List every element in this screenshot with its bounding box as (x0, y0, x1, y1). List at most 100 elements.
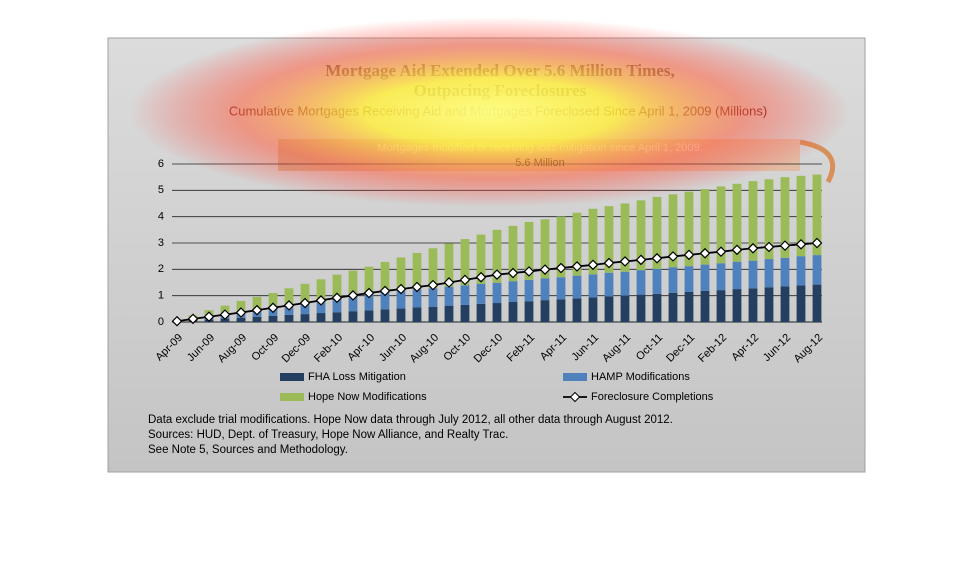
bar-segment (492, 282, 502, 304)
bar-segment (396, 257, 406, 291)
line-marker (299, 297, 311, 309)
bar-segment (636, 294, 646, 322)
line-marker (171, 315, 183, 327)
line-marker (507, 267, 519, 279)
line-marker (715, 246, 727, 258)
legend-label: Foreclosure Completions (591, 391, 714, 403)
bar-segment (348, 311, 358, 322)
bar-segment (556, 299, 566, 322)
bar-segment (668, 267, 678, 293)
note: Sources: HUD, Dept. of Treasury, Hope No… (148, 429, 508, 441)
bar-segment (748, 288, 758, 322)
bar-segment (588, 297, 598, 322)
bar-segment (780, 257, 790, 287)
bar-segment (796, 256, 806, 286)
bar-segment (284, 288, 294, 304)
bar-segment (220, 318, 230, 322)
line-marker (475, 271, 487, 283)
line-marker (523, 266, 535, 277)
bar-segment (332, 312, 342, 322)
bar-segment (604, 206, 614, 273)
line-marker (555, 262, 567, 274)
bar-segment (556, 277, 566, 300)
bar-segment (764, 259, 774, 288)
bar-segment (604, 296, 614, 322)
note: Data exclude trial modifications. Hope N… (148, 414, 673, 426)
bar-segment (636, 200, 646, 271)
bar-segment (764, 287, 774, 322)
bar-segment (540, 278, 550, 301)
bar-segment (252, 296, 262, 309)
bar-segment (732, 261, 742, 290)
bar-segment (476, 303, 486, 322)
bar-segment (428, 288, 438, 307)
bar-segment (540, 300, 550, 322)
bar-segment (620, 203, 630, 272)
y-tick-label: 1 (158, 290, 164, 302)
bar-segment (524, 279, 534, 302)
line-marker (571, 261, 583, 272)
bar-segment (508, 225, 518, 282)
line-marker (235, 307, 247, 318)
bar-segment (700, 189, 710, 265)
line-marker (315, 295, 327, 306)
bar-segment (700, 290, 710, 322)
line-marker (635, 254, 647, 266)
bar-segment (332, 274, 342, 297)
bar-segment (444, 286, 454, 306)
line-marker (747, 242, 759, 254)
y-tick-label: 6 (158, 158, 164, 170)
y-tick-label: 2 (158, 263, 164, 275)
bar-segment (300, 314, 310, 322)
bar-segment (572, 275, 582, 299)
legend-label: Hope Now Modifications (308, 391, 427, 403)
bar-segment (556, 216, 566, 278)
line-marker (443, 277, 455, 288)
line-marker (699, 247, 711, 259)
line-marker (619, 256, 631, 267)
bar-segment (396, 290, 406, 309)
line-marker (539, 264, 551, 275)
bar-segment (780, 286, 790, 322)
bar-segment (572, 212, 582, 276)
bar-segment (620, 271, 630, 296)
bar-segment (380, 261, 390, 293)
bar-segment (476, 283, 486, 304)
bar-segment (716, 263, 726, 291)
bar-segment (476, 234, 486, 284)
bar-segment (380, 309, 390, 322)
line-marker (811, 237, 823, 249)
bar-segment (316, 279, 326, 299)
annotation: 5.6 Million (515, 157, 565, 169)
bar-segment (396, 308, 406, 322)
bar-segment (364, 293, 374, 311)
bar-segment (524, 301, 534, 322)
line-marker (491, 269, 503, 280)
bar-segment (780, 177, 790, 258)
bar-segment (460, 285, 470, 305)
bar-segment (316, 298, 326, 314)
line-marker (203, 311, 215, 323)
bar-segment (796, 175, 806, 257)
line-marker (587, 259, 599, 271)
bar-segment (460, 304, 470, 322)
line-marker (731, 244, 743, 256)
annotation: Mortgages modified or receiving loss mit… (377, 142, 702, 154)
bar-segment (428, 306, 438, 322)
bar-segment (716, 186, 726, 264)
bar-segment (380, 292, 390, 310)
line-marker (251, 304, 263, 316)
line-marker (219, 309, 231, 320)
line-marker (363, 287, 375, 299)
bar-segment (604, 272, 614, 297)
bar-segment (620, 295, 630, 322)
bar-segment (812, 255, 822, 285)
note: See Note 5, Sources and Methodology. (148, 444, 348, 456)
line-marker (395, 283, 407, 295)
bar-segment (588, 274, 598, 298)
line-marker (651, 252, 663, 264)
bar-segment (412, 253, 422, 290)
bar-segment (524, 221, 534, 280)
chart-title: Outpacing Foreclosures (414, 81, 587, 100)
